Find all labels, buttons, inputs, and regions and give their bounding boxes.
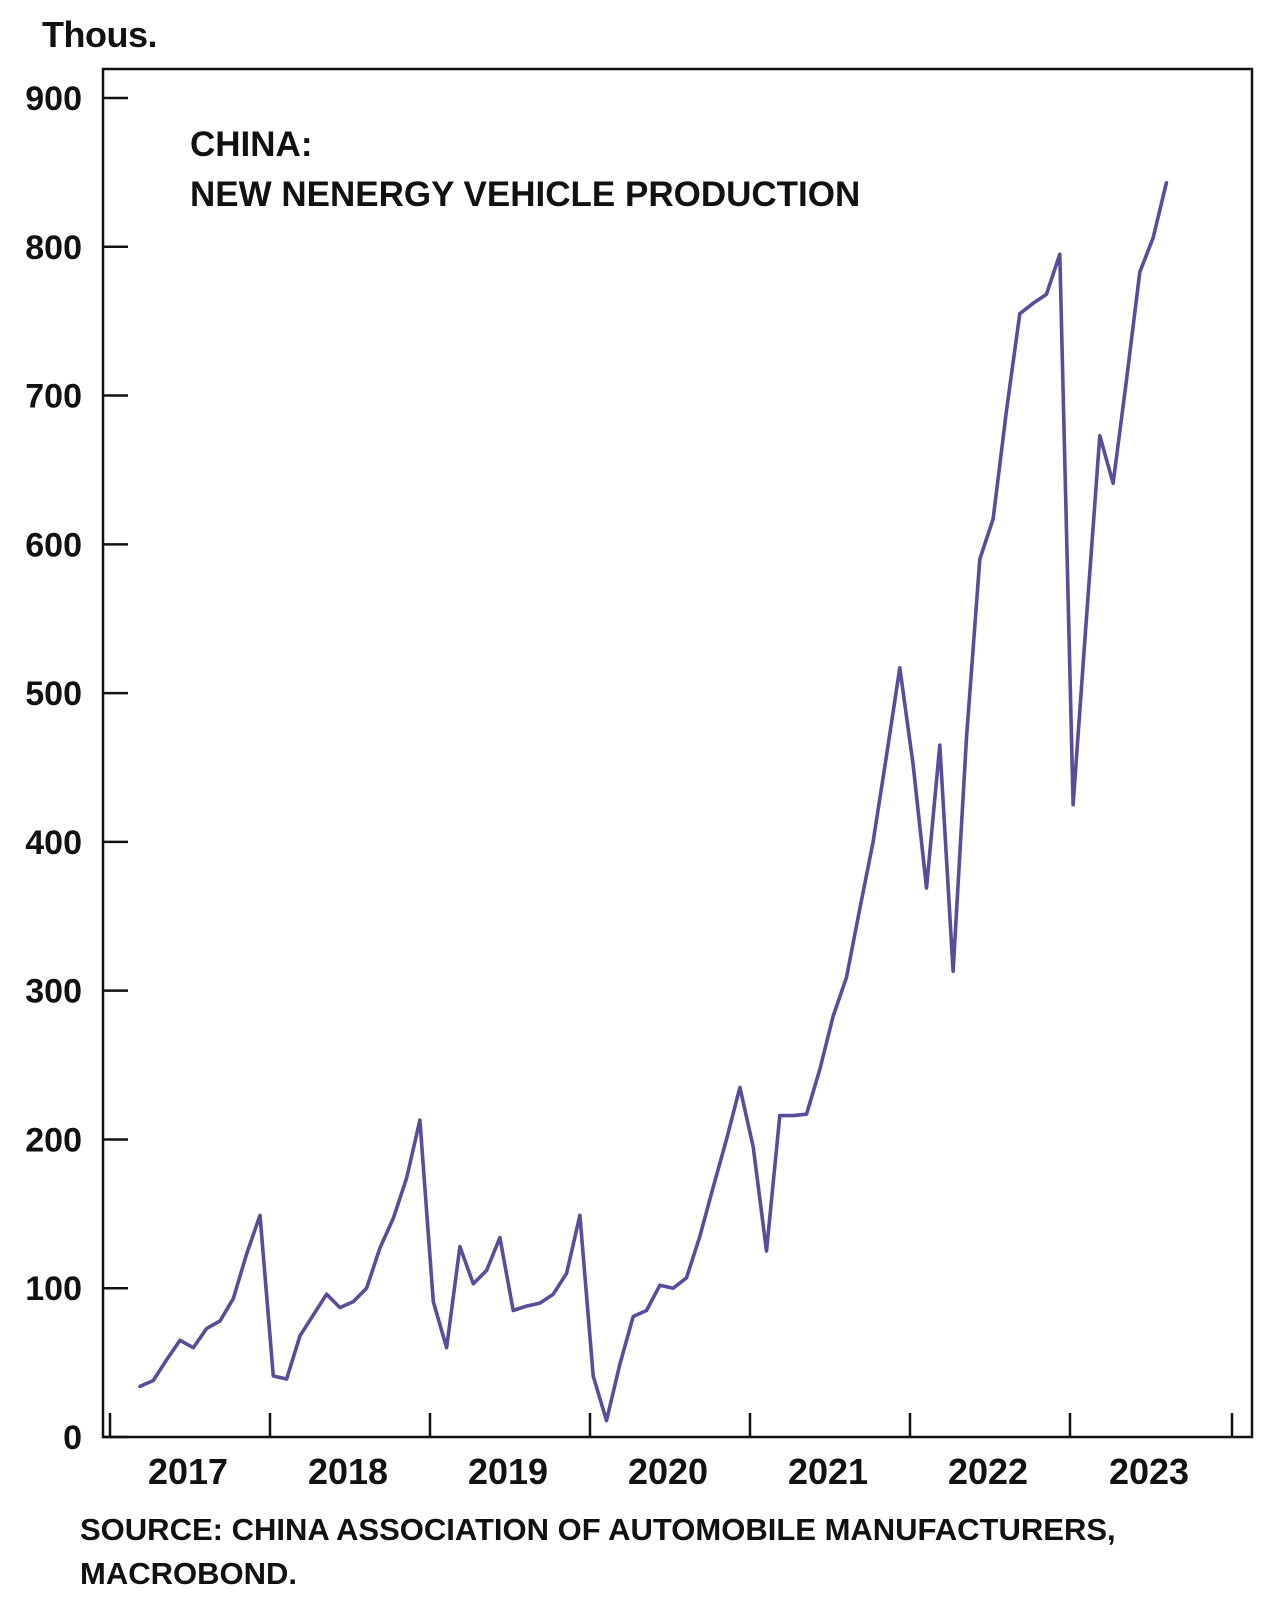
chart-title-line-1: CHINA:	[190, 125, 313, 164]
x-tick-label: 2017	[148, 1451, 228, 1492]
y-tick-label: 900	[25, 80, 82, 118]
chart-title: CHINA: NEW NENERGY VEHICLE PRODUCTION	[190, 120, 860, 220]
y-tick-label: 400	[25, 824, 82, 862]
series-line	[138, 181, 1169, 1423]
chart-title-line-2: NEW NENERGY VEHICLE PRODUCTION	[190, 175, 861, 214]
y-tick-label: 700	[25, 378, 82, 416]
x-tick-label: 2019	[468, 1451, 548, 1492]
y-axis-unit-label: Thous.	[42, 14, 157, 55]
y-tick-label: 300	[25, 973, 82, 1011]
source-note: SOURCE: CHINA ASSOCIATION OF AUTOMOBILE …	[80, 1508, 1116, 1596]
x-tick-label: 2023	[1109, 1451, 1189, 1492]
y-tick-label: 500	[25, 675, 82, 713]
x-tick-label: 2022	[948, 1451, 1028, 1492]
source-line-2: MACROBOND.	[80, 1556, 297, 1591]
y-tick-label: 100	[25, 1270, 82, 1308]
source-line-1: SOURCE: CHINA ASSOCIATION OF AUTOMOBILE …	[80, 1512, 1116, 1547]
y-tick-label: 200	[25, 1121, 82, 1159]
y-tick-label: 800	[25, 229, 82, 267]
x-tick-label: 2020	[628, 1451, 708, 1492]
y-axis: 0 100 200 300 400 500 600 700 800 900	[25, 80, 128, 1457]
series-layer	[138, 181, 1169, 1423]
x-tick-label: 2018	[308, 1451, 388, 1492]
plot-frame	[101, 67, 1254, 1439]
y-tick-label: 0	[63, 1419, 82, 1457]
x-tick-label: 2021	[788, 1451, 868, 1492]
x-axis: 2017 2018 2019 2020 2021 2022 2023	[108, 1413, 1234, 1492]
y-tick-label: 600	[25, 526, 82, 564]
